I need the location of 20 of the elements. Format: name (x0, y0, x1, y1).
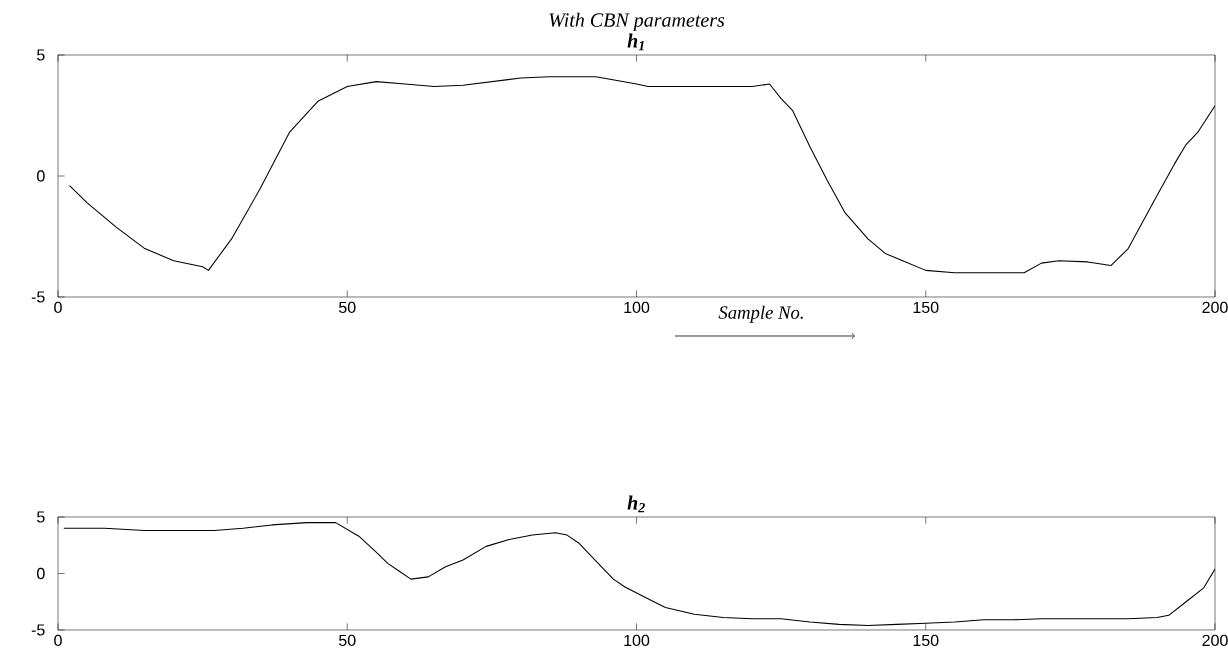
y-tick-label: 0 (37, 170, 45, 182)
x-tick-label: 150 (913, 634, 939, 647)
y-tick-label: 0 (37, 567, 45, 580)
chart-title: With CBN parameters (549, 12, 725, 31)
x-tick-label: 150 (913, 301, 939, 314)
x-axis-title: Sample No. (718, 305, 803, 323)
y-tick-label: -5 (31, 624, 45, 636)
x-tick-label: 50 (339, 301, 356, 314)
x-tick-label: 200 (1202, 301, 1228, 314)
chart-subtitle: h$_{1}$ (627, 33, 644, 51)
x-tick-label: 100 (624, 634, 650, 647)
y-tick-label: 5 (37, 49, 45, 61)
x-tick-label: 0 (54, 634, 62, 647)
y-tick-label: 5 (37, 511, 45, 523)
x-tick-label: 0 (54, 301, 62, 314)
y-tick-label: -5 (31, 291, 45, 303)
x-tick-label: 100 (624, 301, 650, 314)
chart-title: h$_{2}$ (627, 495, 645, 513)
x-tick-label: 200 (1202, 634, 1228, 647)
x-tick-label: 50 (339, 634, 356, 647)
